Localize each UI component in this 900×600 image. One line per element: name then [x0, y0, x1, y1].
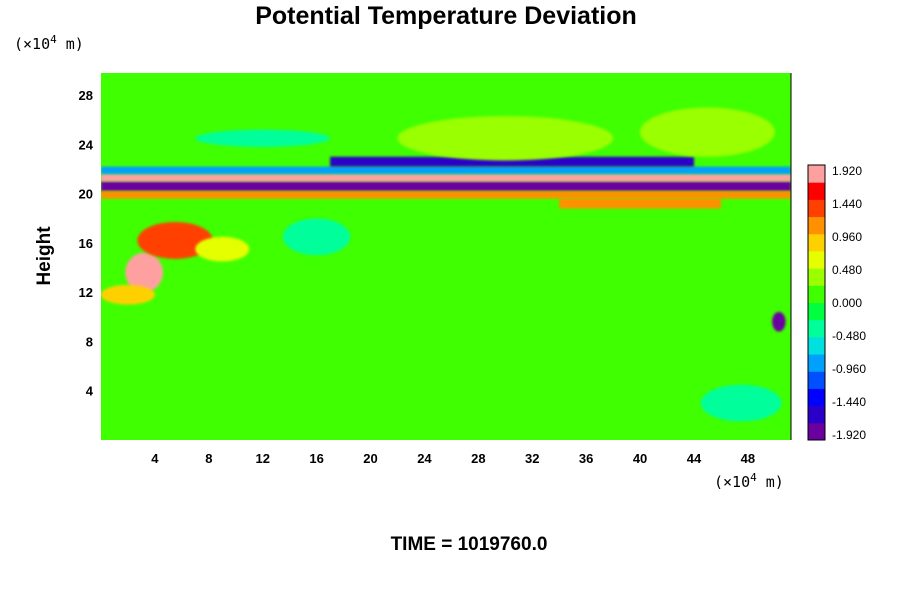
colorbar-swatch: [808, 285, 825, 303]
y-tick-label: 20: [79, 187, 93, 202]
colorbar: [807, 164, 826, 441]
x-tick-label: 32: [525, 451, 539, 466]
colorbar-frame: [807, 164, 826, 441]
colorbar-tick-label: 0.960: [832, 230, 862, 244]
anomaly-blob: [282, 218, 351, 256]
colorbar-swatch: [808, 336, 825, 355]
colorbar-swatch: [808, 319, 825, 338]
anomaly-blob: [195, 129, 331, 147]
colorbar-swatch: [808, 422, 825, 441]
anomaly-blob: [101, 284, 155, 305]
colorbar-tick-label: -0.480: [832, 329, 866, 343]
anomaly-band: [101, 173, 791, 182]
colorbar-swatch: [808, 268, 825, 286]
anomaly-blob: [772, 311, 786, 332]
colorbar-tick-label: -1.920: [832, 428, 866, 442]
x-tick-label: 12: [255, 451, 269, 466]
colorbar-swatch: [808, 250, 825, 269]
y-tick-label: 16: [79, 236, 93, 251]
anomaly-blob: [397, 116, 614, 161]
x-tick-label: 4: [151, 451, 159, 466]
plot-area: [101, 73, 792, 440]
x-tick-label: 40: [633, 451, 647, 466]
colorbar-swatch: [808, 388, 825, 407]
colorbar-tick-label: 1.440: [832, 197, 862, 211]
colorbar-tick-label: 0.480: [832, 263, 862, 277]
y-tick-label: 4: [86, 384, 94, 399]
x-tick-label: 24: [417, 451, 432, 466]
y-tick-label: 12: [79, 285, 93, 300]
anomaly-band: [330, 156, 694, 167]
colorbar-swatch: [808, 165, 825, 183]
x-tick-label: 48: [741, 451, 755, 466]
colorbar-swatch: [808, 405, 825, 424]
chart-title: Potential Temperature Deviation: [255, 2, 637, 30]
colorbar-swatch: [808, 354, 825, 372]
colorbar-tick-label: -1.440: [832, 395, 866, 409]
y-axis-ticks: 4 8 12 16 20 24 28: [79, 88, 94, 399]
colorbar-swatch: [808, 182, 825, 200]
anomaly-band: [101, 166, 791, 174]
time-label: TIME = 1019760.0: [391, 534, 548, 555]
anomaly-blob: [700, 384, 782, 422]
colorbar-swatch: [808, 302, 825, 321]
x-tick-label: 28: [471, 451, 485, 466]
x-tick-label: 8: [205, 451, 212, 466]
x-axis-unit: (×104 m): [714, 471, 784, 491]
colorbar-tick-label: 1.920: [832, 164, 862, 178]
anomaly-blob: [640, 107, 775, 157]
x-axis-ticks: 4 8 12 16 20 24 28 32 36 40 44 48: [151, 451, 755, 466]
anomaly-blob: [195, 236, 250, 262]
colorbar-tick-label: -0.960: [832, 362, 866, 376]
anomaly-blob: [137, 222, 213, 259]
anomaly-band: [101, 191, 791, 199]
x-tick-label: 36: [579, 451, 593, 466]
colorbar-swatch: [808, 371, 825, 389]
colorbar-ticks: 1.920 1.440 0.960 0.480 0.000 -0.480 -0.960 -1.…: [832, 164, 866, 442]
x-tick-label: 16: [309, 451, 323, 466]
x-tick-label: 20: [363, 451, 377, 466]
anomaly-band: [559, 198, 721, 209]
colorbar-swatch: [808, 199, 825, 218]
y-axis-unit: (×104 m): [14, 33, 84, 53]
anomaly-blob: [125, 252, 163, 293]
x-tick-label: 44: [687, 451, 702, 466]
y-axis-label: Height: [34, 226, 55, 286]
y-tick-label: 28: [79, 88, 93, 103]
colorbar-swatch: [808, 233, 825, 252]
colorbar-swatch: [808, 216, 825, 235]
y-tick-label: 24: [79, 137, 94, 152]
y-tick-label: 8: [86, 334, 93, 349]
anomaly-band: [101, 181, 791, 192]
colorbar-tick-label: 0.000: [832, 296, 862, 310]
